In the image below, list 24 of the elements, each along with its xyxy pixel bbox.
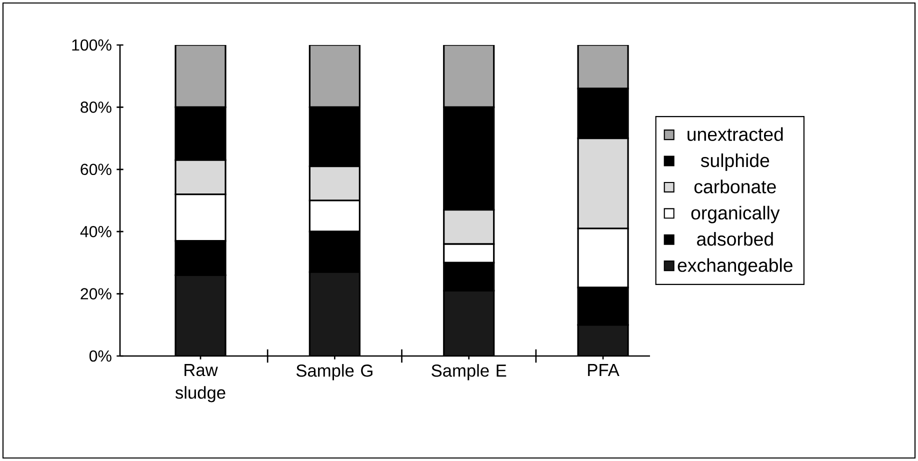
bar (308, 45, 360, 108)
legend-label: unextracted (688, 127, 783, 141)
x-tick-label: PFA (588, 364, 620, 376)
y-tick-label: 80% (80, 102, 112, 113)
x-tick-label: Raw sludge (175, 364, 226, 402)
bar (308, 271, 360, 356)
x-tick-label: Sample E (432, 364, 506, 380)
legend-label: sulphide (700, 153, 770, 171)
x-tick-label: Sample G (296, 364, 372, 380)
bar (174, 45, 226, 108)
legend-label: carbonate (694, 180, 776, 194)
y-tick-label: 100% (72, 39, 112, 51)
bar (577, 324, 629, 356)
y-tick-label: 0% (89, 350, 112, 362)
bar (174, 274, 226, 356)
bar (443, 45, 495, 108)
y-tick-label: 60% (80, 164, 112, 176)
y-tick-label: 20% (80, 288, 112, 300)
bar (577, 45, 629, 90)
legend-label: adsorbed (697, 232, 773, 246)
legend-label: organically (691, 206, 780, 224)
legend-label: exchangeable (678, 258, 792, 276)
bar (443, 290, 495, 356)
y-tick-label: 40% (80, 226, 112, 238)
